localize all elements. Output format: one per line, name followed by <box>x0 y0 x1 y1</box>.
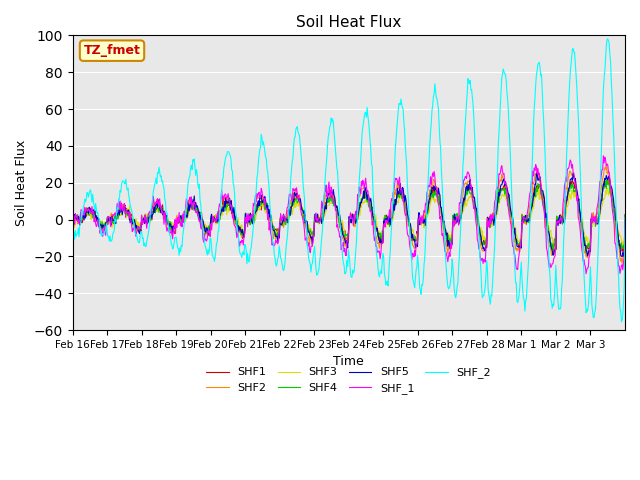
SHF_1 <box>406 241 413 247</box>
SHF_1 <box>621 215 629 221</box>
SHF5 <box>284 217 291 223</box>
Line: SHF2: SHF2 <box>72 165 625 264</box>
SHF2 <box>134 228 141 234</box>
SHF5 <box>532 170 540 176</box>
SHF3 <box>262 210 270 216</box>
SHF4 <box>603 177 611 182</box>
SHF4 <box>68 211 76 217</box>
Line: SHF1: SHF1 <box>72 180 625 255</box>
SHF_2 <box>134 237 141 242</box>
SHF1 <box>550 252 557 258</box>
SHF3 <box>68 216 76 221</box>
SHF5 <box>68 216 76 222</box>
SHF_1 <box>68 219 76 225</box>
Line: SHF3: SHF3 <box>72 189 625 248</box>
SHF_1 <box>436 214 444 219</box>
SHF_2 <box>235 243 243 249</box>
SHF4 <box>621 212 629 218</box>
SHF2 <box>284 217 291 223</box>
SHF4 <box>436 204 444 210</box>
Line: SHF_2: SHF_2 <box>72 39 625 322</box>
SHF4 <box>582 250 590 256</box>
SHF_2 <box>68 222 76 228</box>
SHF3 <box>134 224 141 229</box>
SHF_1 <box>582 271 590 276</box>
SHF5 <box>406 220 413 226</box>
SHF_1 <box>262 206 270 212</box>
SHF5 <box>235 228 243 234</box>
Line: SHF_1: SHF_1 <box>72 156 625 274</box>
X-axis label: Time: Time <box>333 355 364 369</box>
SHF_2 <box>406 225 413 231</box>
SHF4 <box>235 226 243 232</box>
SHF1 <box>284 215 291 220</box>
SHF4 <box>262 206 270 212</box>
Legend: SHF1, SHF2, SHF3, SHF4, SHF5, SHF_1, SHF_2: SHF1, SHF2, SHF3, SHF4, SHF5, SHF_1, SHF… <box>202 363 495 398</box>
Line: SHF4: SHF4 <box>72 180 625 253</box>
SHF1 <box>436 204 444 210</box>
SHF4 <box>284 218 291 224</box>
SHF1 <box>605 177 612 183</box>
SHF2 <box>68 218 76 224</box>
SHF3 <box>436 205 444 211</box>
SHF_1 <box>284 204 291 210</box>
SHF_1 <box>600 153 607 159</box>
SHF1 <box>235 225 243 230</box>
SHF2 <box>262 208 270 214</box>
SHF3 <box>603 186 611 192</box>
SHF2 <box>618 261 626 266</box>
SHF1 <box>262 204 270 209</box>
SHF5 <box>134 226 141 232</box>
SHF_1 <box>134 227 141 233</box>
SHF3 <box>284 218 291 224</box>
Title: Soil Heat Flux: Soil Heat Flux <box>296 15 401 30</box>
Line: SHF5: SHF5 <box>72 173 625 257</box>
SHF5 <box>620 254 628 260</box>
SHF3 <box>618 245 626 251</box>
SHF_2 <box>618 319 625 324</box>
SHF_2 <box>262 156 270 161</box>
SHF4 <box>134 224 141 230</box>
SHF3 <box>406 224 413 229</box>
SHF_2 <box>621 215 629 220</box>
SHF1 <box>621 212 629 217</box>
SHF5 <box>262 203 270 208</box>
Text: TZ_fmet: TZ_fmet <box>84 44 140 57</box>
SHF1 <box>68 216 76 221</box>
SHF3 <box>621 216 629 222</box>
Y-axis label: Soil Heat Flux: Soil Heat Flux <box>15 140 28 226</box>
SHF4 <box>406 224 413 229</box>
SHF1 <box>134 224 141 230</box>
SHF5 <box>621 217 629 223</box>
SHF_2 <box>284 235 291 240</box>
SHF5 <box>436 204 444 210</box>
SHF_2 <box>436 145 444 151</box>
SHF2 <box>602 162 610 168</box>
SHF1 <box>406 224 413 229</box>
SHF_2 <box>604 36 612 42</box>
SHF_1 <box>235 239 243 245</box>
SHF2 <box>621 221 629 227</box>
SHF2 <box>406 225 413 230</box>
SHF2 <box>436 208 444 214</box>
SHF3 <box>235 223 243 228</box>
SHF2 <box>235 228 243 234</box>
